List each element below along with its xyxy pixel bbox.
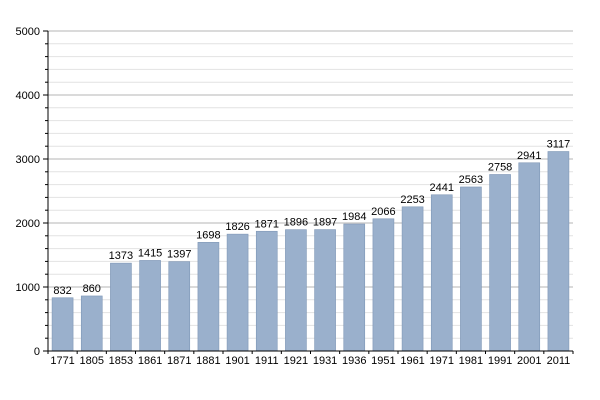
data-label: 1826 [225,221,249,233]
x-tick-label: 1981 [459,355,483,367]
data-label: 1984 [342,211,366,223]
data-label: 1373 [109,250,133,262]
bar [460,186,482,352]
data-label: 1896 [284,217,308,229]
bar [197,242,220,352]
data-label: 1415 [138,247,162,259]
bar [518,162,541,352]
bar [139,260,161,352]
bar [343,223,366,352]
bar [489,174,511,352]
y-tick-label: 2000 [16,218,40,230]
data-label: 2758 [488,161,512,173]
data-label: 1871 [255,218,279,230]
bar [110,262,132,352]
bar [168,261,191,352]
bar [372,218,395,352]
x-tick-label: 2001 [517,355,541,367]
x-tick-label: 1881 [196,355,220,367]
x-tick-label: 1853 [109,355,133,367]
axes [43,30,574,354]
bar [547,151,570,352]
bar [285,229,307,352]
x-tick-label: 1951 [371,355,395,367]
x-tick-label: 1911 [255,355,279,367]
data-label: 2253 [400,194,424,206]
x-tick-label: 1871 [167,355,191,367]
bar [401,206,424,352]
y-tick-label: 0 [34,346,40,358]
y-tick-label: 1000 [16,282,40,294]
bar [255,230,278,352]
data-label: 2941 [517,150,541,162]
data-label: 3117 [547,139,571,151]
bar [430,194,453,352]
x-tick-label: 1921 [284,355,308,367]
bar [226,233,249,352]
x-tick-label: 1901 [225,355,249,367]
bar [80,295,103,352]
x-tick-label: 1931 [313,355,337,367]
data-label: 2563 [459,174,483,186]
x-tick-label: 1936 [342,355,366,367]
data-label: 2066 [371,206,395,218]
bar [51,297,74,352]
data-label: 832 [53,285,71,297]
data-label: 2441 [430,182,454,194]
x-tick-label: 1771 [50,355,74,367]
x-tick-label: 1991 [488,355,512,367]
bars [51,151,570,352]
gridlines [48,30,573,339]
x-tick-label: 1805 [80,355,104,367]
bar [314,229,336,352]
x-tick-label: 1861 [138,355,162,367]
x-tick-label: 2011 [547,355,571,367]
labels: 832 1771 860 1805 1373 1853 1415 1861 1397 1871 16… [16,26,571,367]
data-label: 1897 [313,217,337,229]
y-tick-label: 3000 [16,154,40,166]
x-tick-label: 1961 [400,355,424,367]
x-tick-label: 1971 [430,355,454,367]
data-label: 1698 [196,229,220,241]
y-tick-label: 4000 [16,90,40,102]
y-tick-label: 5000 [16,26,40,38]
data-label: 860 [83,283,101,295]
data-label: 1397 [167,249,191,261]
